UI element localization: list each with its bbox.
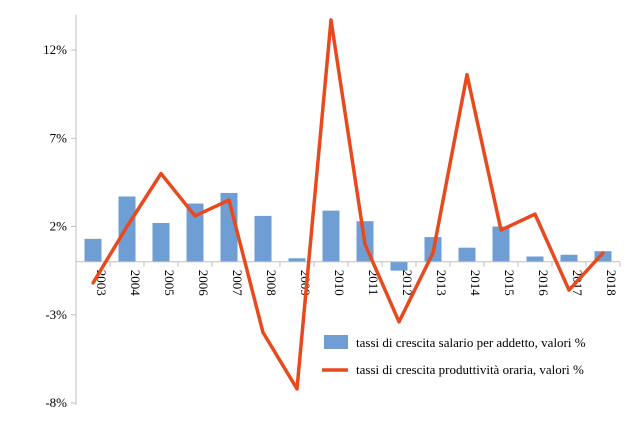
bar-2015 <box>492 226 510 262</box>
line-point-2004 <box>125 224 129 229</box>
line-point-2013 <box>431 251 435 255</box>
x-tick-label: 2007 <box>230 270 245 297</box>
line-point-2011 <box>363 242 367 246</box>
line-point-2003 <box>91 281 95 285</box>
bar-2010 <box>322 210 340 262</box>
line-point-2007 <box>227 198 231 202</box>
legend-label-bar: tassi di crescita salario per addetto, v… <box>356 335 586 350</box>
bar-2009 <box>288 258 306 262</box>
bar-2017 <box>560 254 578 262</box>
line-point-2015 <box>499 228 503 232</box>
bar-2014 <box>458 247 476 262</box>
x-tick-label: 2006 <box>196 270 211 297</box>
line-point-2006 <box>193 214 197 218</box>
bar-series <box>84 192 612 271</box>
legend-label-line: tassi di crescita produttività oraria, v… <box>356 362 584 377</box>
x-tick-label: 2012 <box>400 270 415 296</box>
x-tick-label: 2013 <box>434 270 449 296</box>
legend-swatch-bar <box>324 335 348 349</box>
line-path <box>91 18 605 391</box>
x-tick-label: 2015 <box>502 270 517 296</box>
x-tick-label: 2018 <box>604 270 619 296</box>
line-point-2016 <box>533 212 537 216</box>
x-axis: 2003 2004 2005 2006 2007 2008 2009 2010 2011 2012… <box>75 261 621 297</box>
line-point-2009 <box>295 387 299 391</box>
bar-2016 <box>526 256 544 262</box>
line-series <box>91 18 605 391</box>
y-tick-label: 2% <box>50 219 68 234</box>
y-tick-label: 12% <box>43 42 67 57</box>
x-tick-label: 2003 <box>94 270 109 296</box>
bar-2005 <box>152 222 170 262</box>
bar-2003 <box>84 238 102 262</box>
x-tick-label: 2010 <box>332 270 347 296</box>
line-point-2017 <box>567 288 571 292</box>
line-point-2005 <box>159 171 163 176</box>
bar-2012 <box>390 261 408 271</box>
x-tick-label: 2014 <box>468 270 483 297</box>
bar-2006 <box>186 203 204 262</box>
line-point-2014 <box>465 73 469 77</box>
y-tick-label: -8% <box>45 395 67 410</box>
x-tick-label: 2005 <box>162 270 177 296</box>
y-axis: -8% -3% 2% 7% 12% <box>43 14 77 410</box>
line-point-2008 <box>261 330 265 334</box>
line-point-2010 <box>329 18 333 22</box>
x-tick-label: 2016 <box>536 270 551 297</box>
y-tick-label: 7% <box>50 130 68 145</box>
bar-2018 <box>594 251 612 262</box>
line-point-2012 <box>397 320 401 324</box>
x-tick-label: 2004 <box>128 270 143 297</box>
bar-2008 <box>254 215 272 262</box>
line-point-2018 <box>601 251 605 255</box>
legend: tassi di crescita salario per addetto, v… <box>322 335 586 377</box>
x-tick-label: 2008 <box>264 270 279 296</box>
y-tick-label: -3% <box>45 307 67 322</box>
